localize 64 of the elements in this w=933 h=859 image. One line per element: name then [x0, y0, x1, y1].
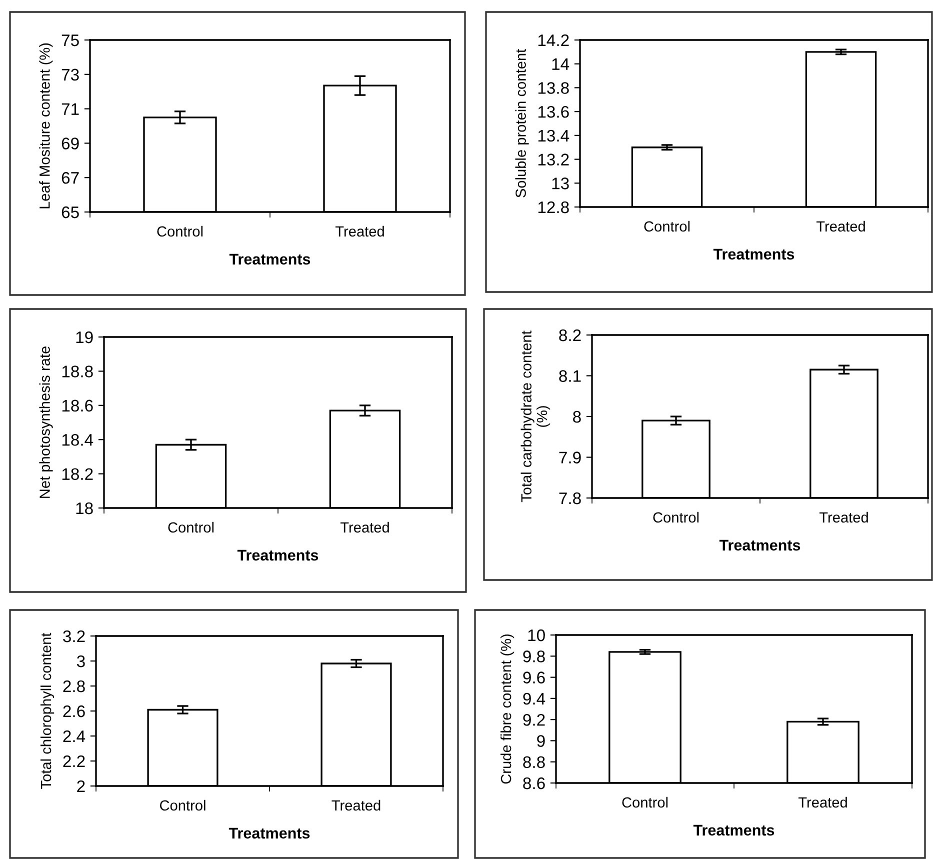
y-axis-title: Total carbohydrate content (%) — [520, 330, 550, 502]
y-tick-label: 8.2 — [559, 329, 581, 342]
x-tick-label: Control — [644, 220, 690, 232]
y-tick-label: 2.2 — [63, 755, 85, 768]
y-tick-label: 12.8 — [538, 201, 569, 214]
y-tick-label: 8 — [573, 410, 581, 423]
y-tick-label: 71 — [62, 103, 79, 115]
y-tick-label: 8.1 — [559, 370, 581, 382]
x-tick-label: Treated — [335, 226, 384, 237]
y-tick-label: 9.2 — [523, 714, 545, 726]
y-tick-label: 9.8 — [523, 650, 545, 662]
y-tick-label: 7.8 — [559, 492, 581, 504]
y-axis-title: Crude fibre content (%) — [500, 634, 514, 784]
y-tick-label: 19 — [76, 331, 93, 344]
y-tick-label: 8.8 — [523, 756, 545, 768]
x-tick-label: Treated — [340, 522, 389, 533]
y-axis-title: Net photosynthesis rate — [39, 346, 53, 498]
y-tick-label: 18 — [76, 502, 93, 514]
y-tick-label: 13.6 — [538, 106, 569, 118]
y-tick-label: 8.6 — [523, 777, 545, 790]
y-tick-label: 2.6 — [63, 705, 85, 718]
y-tick-label: 73 — [62, 68, 79, 81]
y-tick-label: 75 — [62, 34, 79, 46]
y-tick-label: 13.4 — [538, 130, 570, 142]
y-tick-label: 3.2 — [63, 630, 85, 642]
y-tick-label: 2.4 — [63, 730, 86, 742]
y-tick-label: 13.2 — [538, 154, 569, 166]
y-tick-label: 2.8 — [63, 680, 85, 692]
x-tick-label: Control — [622, 796, 668, 808]
y-tick-label: 2 — [77, 780, 85, 792]
x-tick-label: Treated — [332, 800, 380, 811]
y-tick-label: 7.9 — [559, 452, 581, 464]
x-axis-title: Treatments — [228, 828, 310, 839]
y-tick-label: 14.2 — [538, 34, 569, 46]
y-tick-label: 13 — [552, 178, 569, 190]
y-tick-label: 3 — [76, 655, 85, 668]
y-tick-label: 10 — [528, 629, 545, 642]
y-tick-label: 18.6 — [62, 400, 93, 412]
y-tick-label: 9 — [537, 735, 545, 747]
y-axis-title: Total chlorophyll content — [40, 632, 54, 789]
y-tick-label: 14 — [552, 58, 570, 70]
y-tick-label: 18.4 — [62, 434, 94, 446]
y-tick-label: 18.2 — [62, 468, 93, 480]
x-tick-label: Treated — [819, 512, 868, 523]
x-axis-title: Treatments — [229, 254, 310, 265]
x-tick-label: Control — [168, 522, 214, 533]
y-tick-label: 9.6 — [523, 672, 545, 684]
x-tick-label: Control — [160, 800, 206, 811]
x-axis-title: Treatments — [713, 248, 794, 260]
y-axis-title: Soluble protein content — [515, 49, 529, 198]
x-axis-title: Treatments — [237, 550, 318, 561]
y-tick-label: 13.8 — [538, 82, 569, 94]
y-tick-label: 65 — [62, 206, 79, 218]
y-tick-label: 9.4 — [523, 692, 546, 705]
x-axis-title: Treatments — [693, 824, 774, 836]
x-tick-label: Treated — [798, 796, 847, 808]
x-axis-title: Treatments — [719, 540, 800, 551]
x-tick-label: Control — [157, 226, 203, 237]
x-tick-label: Treated — [816, 220, 865, 232]
y-tick-label: 18.8 — [62, 366, 93, 378]
y-tick-label: 67 — [62, 172, 79, 184]
y-tick-label: 69 — [62, 138, 79, 150]
y-axis-title: Leaf Mositure content (%) — [39, 43, 53, 208]
x-tick-label: Control — [653, 512, 699, 523]
